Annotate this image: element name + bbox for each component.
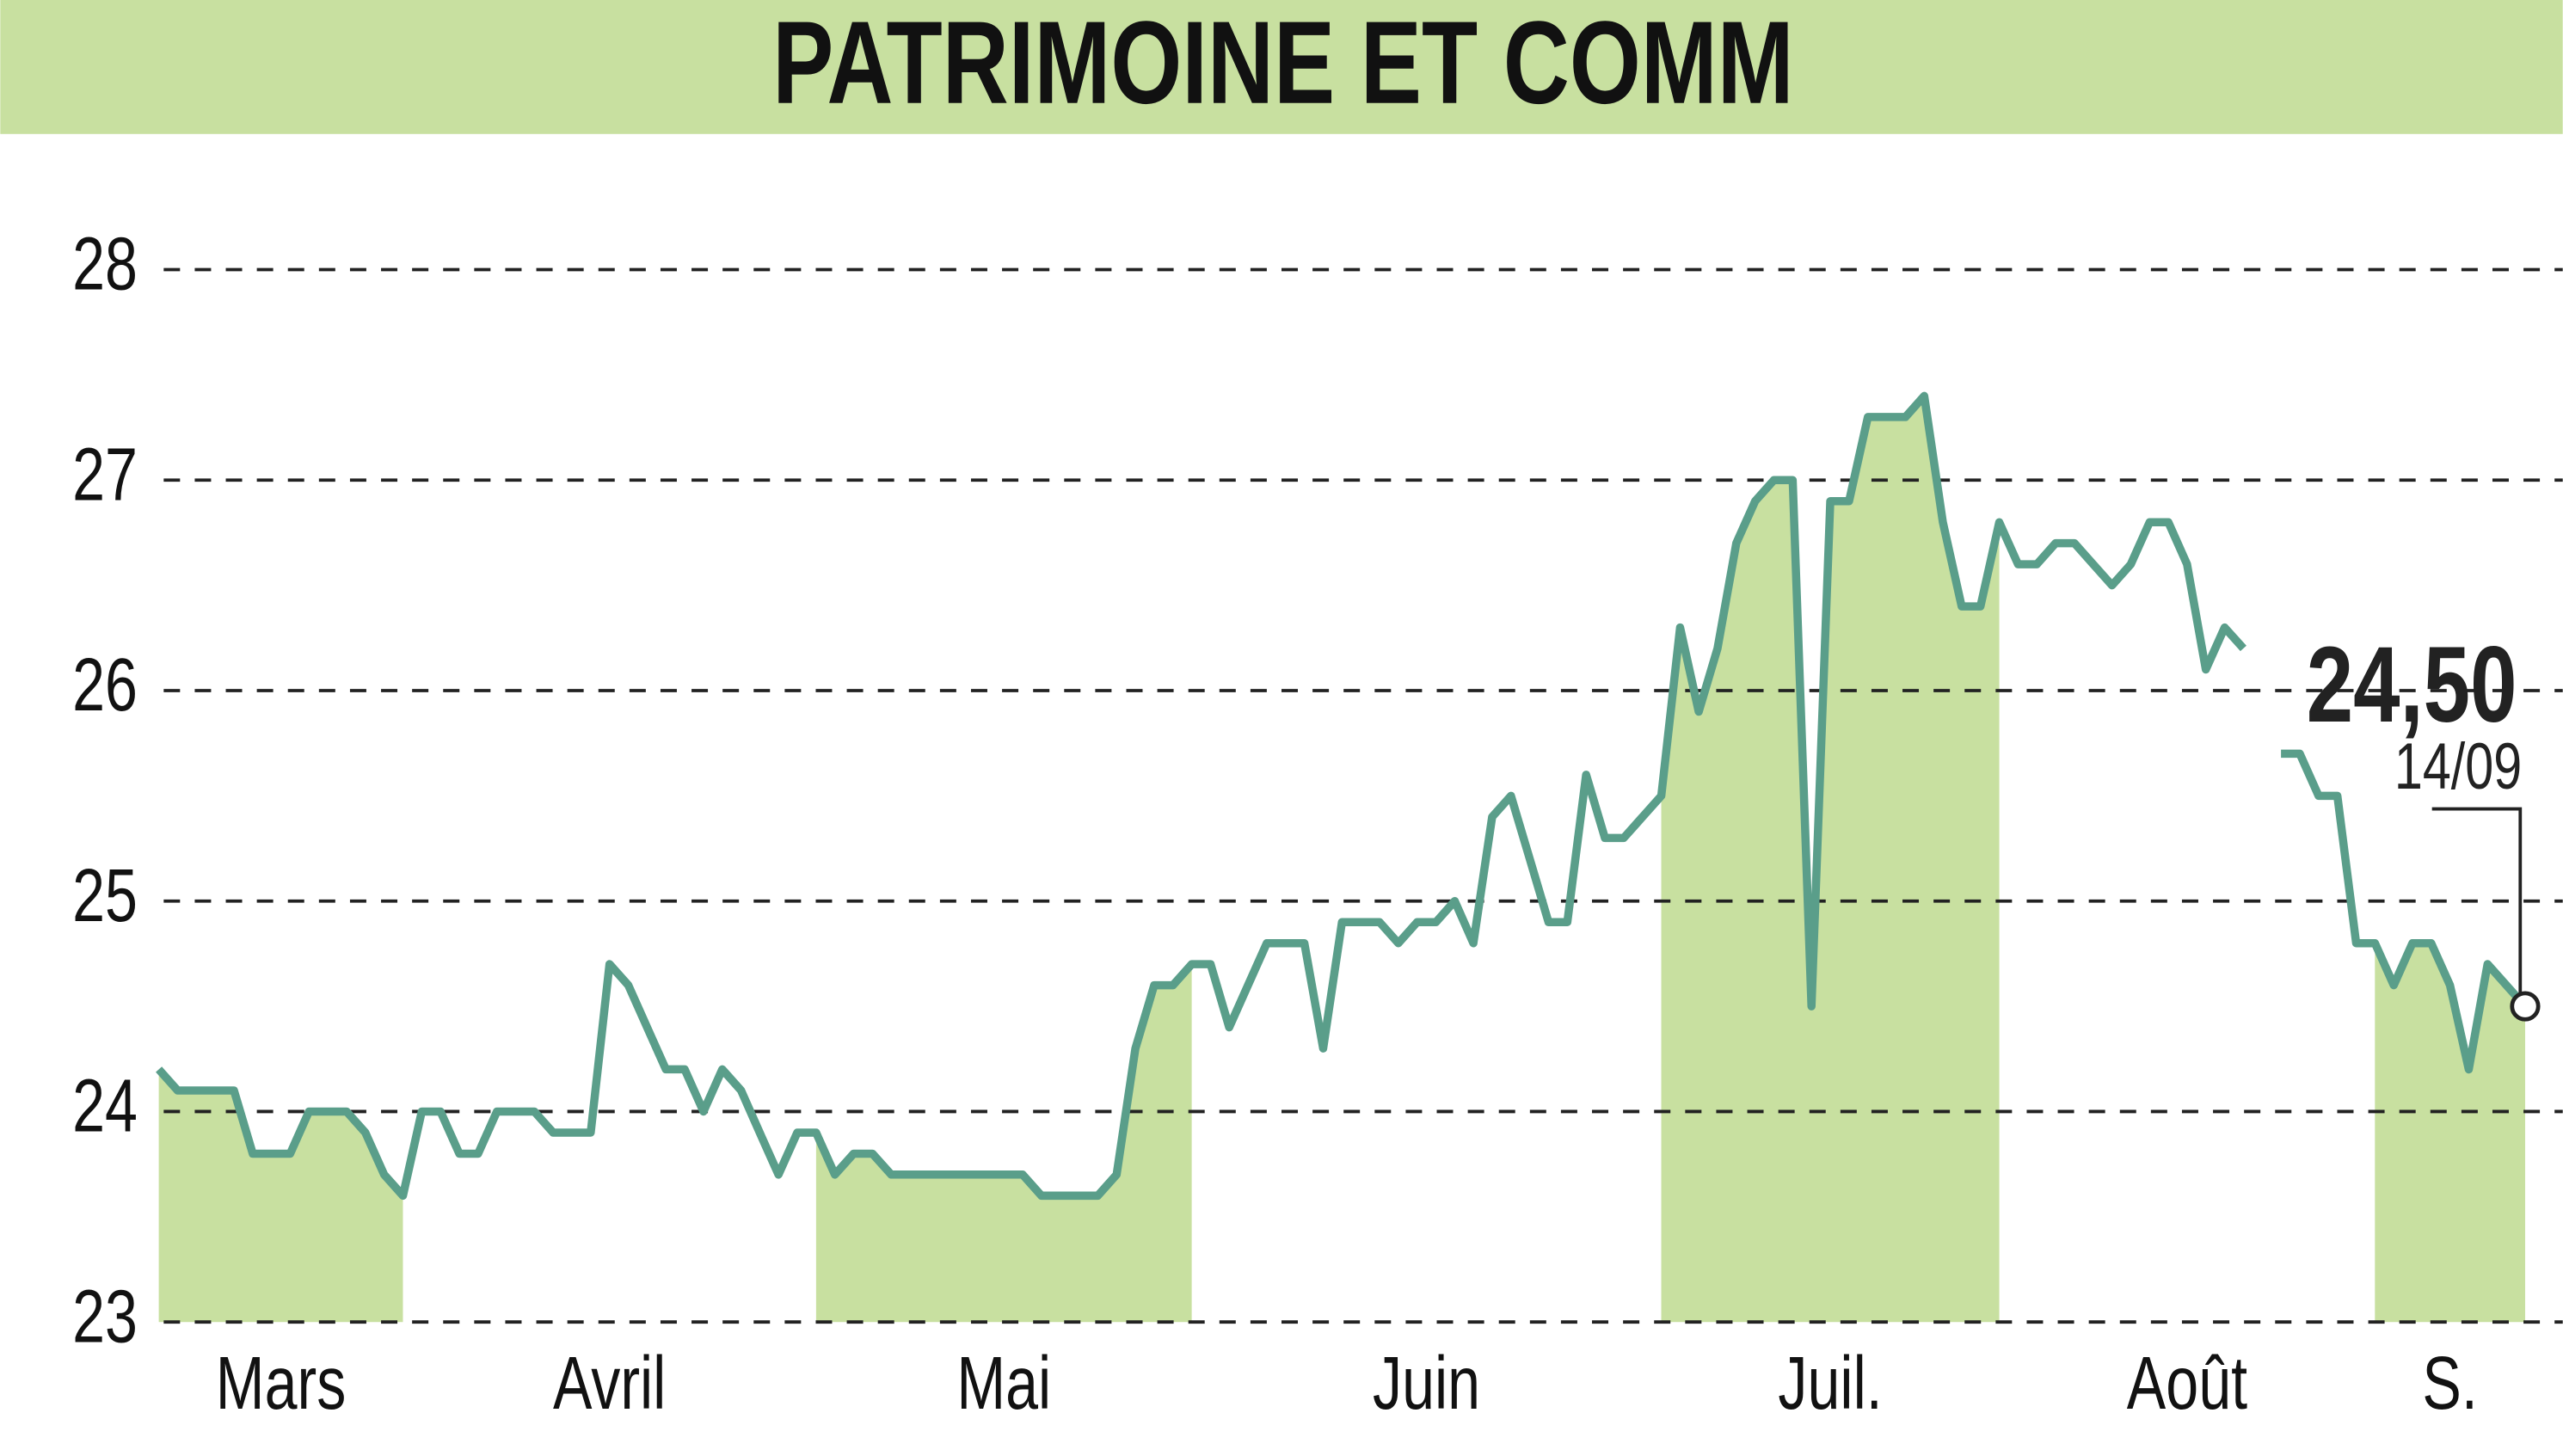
leader-line	[2431, 807, 2523, 993]
x-tick-label: Mai	[956, 1341, 1051, 1425]
y-tick-label: 24	[72, 1063, 138, 1147]
month-area	[815, 964, 1192, 1323]
y-tick-label: 23	[72, 1274, 138, 1358]
title-bar	[0, 0, 2563, 134]
x-tick-label: Juil.	[1778, 1341, 1882, 1425]
last-value-label: 24,50	[2307, 624, 2517, 745]
x-tick-label: Avril	[553, 1341, 666, 1425]
x-tick-label: Août	[2127, 1341, 2247, 1425]
last-point	[2510, 991, 2541, 1022]
x-tick-label: S.	[2422, 1341, 2477, 1425]
month-area	[158, 1069, 403, 1323]
chart-title: PATRIMOINE ET COMM	[772, 0, 1793, 128]
y-tick-label: 25	[72, 853, 138, 937]
area-layer	[158, 396, 2525, 1323]
y-tick-label: 28	[72, 221, 138, 305]
price-line	[156, 391, 2529, 1201]
x-tick-label: Mars	[216, 1341, 346, 1425]
last-date-label: 14/09	[2394, 730, 2522, 803]
month-area	[2375, 943, 2525, 1323]
y-tick-label: 27	[72, 432, 138, 516]
month-area	[1661, 396, 2000, 1323]
y-tick-label: 26	[72, 642, 138, 727]
x-tick-label: Juin	[1373, 1341, 1480, 1425]
